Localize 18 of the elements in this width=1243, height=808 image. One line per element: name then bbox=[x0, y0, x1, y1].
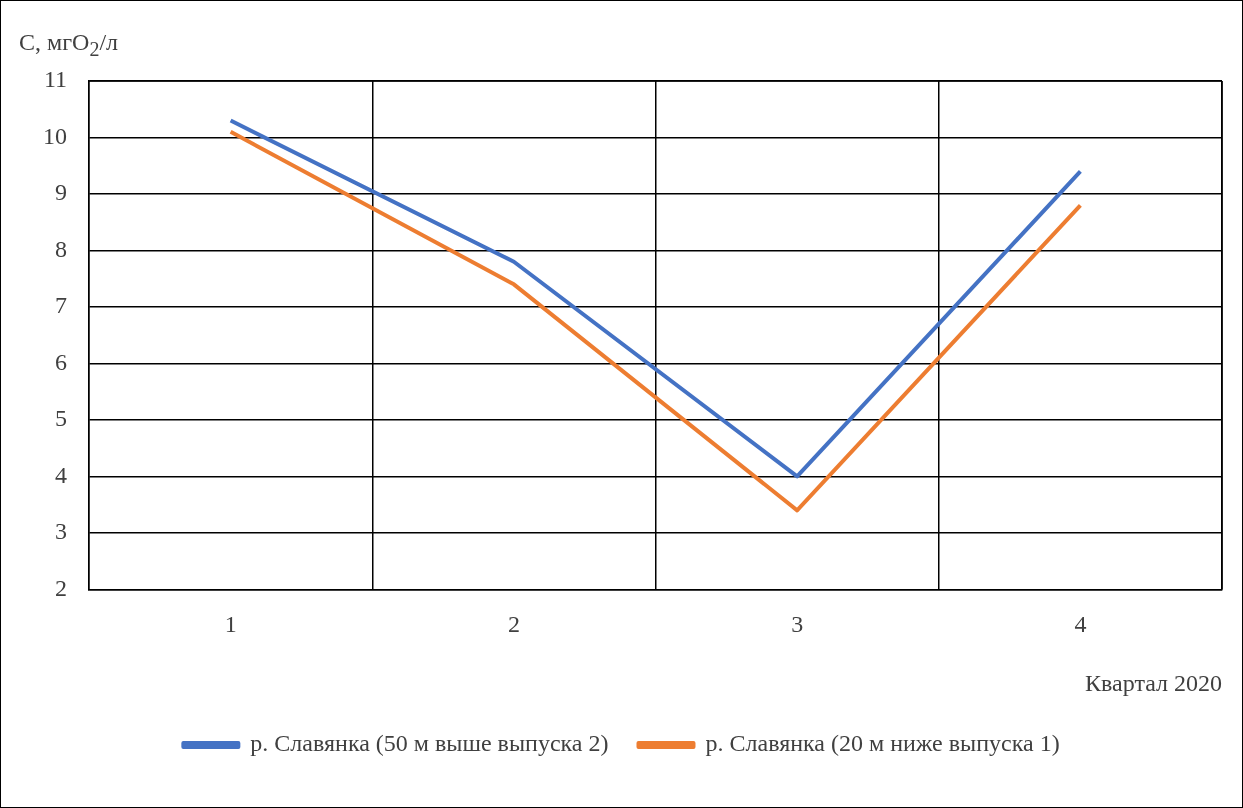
legend-label: р. Славянка (50 м выше выпуска 2) bbox=[250, 730, 609, 757]
y-tick-label: 2 bbox=[55, 574, 67, 601]
y-tick-label: 3 bbox=[55, 518, 67, 545]
y-tick-label: 6 bbox=[55, 348, 67, 375]
y-tick-label: 4 bbox=[55, 461, 67, 488]
y-tick-label: 5 bbox=[55, 405, 67, 432]
x-tick-label: 2 bbox=[507, 611, 520, 638]
y-tick-label: 11 bbox=[43, 66, 67, 93]
y-tick-label: 8 bbox=[55, 235, 67, 262]
legend-label: р. Славянка (20 м ниже выпуска 1) bbox=[705, 730, 1060, 757]
x-tick-label: 4 bbox=[1074, 611, 1087, 638]
y-axis-title: C, мгО$_{2}$/л bbox=[19, 29, 119, 61]
x-axis-title: Квартал 2020 bbox=[1085, 669, 1222, 696]
y-tick-label: 9 bbox=[55, 179, 67, 206]
x-tick-label: 3 bbox=[791, 611, 804, 638]
x-tick-label: 1 bbox=[224, 611, 237, 638]
y-tick-label: 7 bbox=[55, 292, 67, 319]
y-tick-label: 10 bbox=[43, 122, 67, 149]
